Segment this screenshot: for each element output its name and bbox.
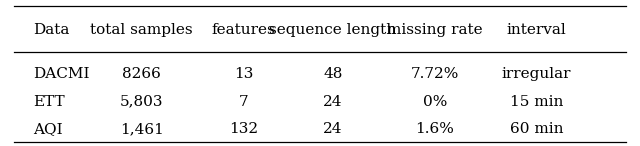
Text: 1,461: 1,461	[120, 122, 163, 136]
Text: 13: 13	[234, 67, 253, 81]
Text: 0%: 0%	[422, 95, 447, 109]
Text: 1.6%: 1.6%	[415, 122, 454, 136]
Text: 7: 7	[239, 95, 248, 109]
Text: interval: interval	[507, 23, 566, 37]
Text: 5,803: 5,803	[120, 95, 163, 109]
Text: total samples: total samples	[90, 23, 193, 37]
Text: 48: 48	[323, 67, 342, 81]
Text: features: features	[212, 23, 275, 37]
Text: 24: 24	[323, 122, 342, 136]
Text: ETT: ETT	[33, 95, 65, 109]
Text: 24: 24	[323, 95, 342, 109]
Text: irregular: irregular	[502, 67, 572, 81]
Text: 60 min: 60 min	[510, 122, 563, 136]
Text: 7.72%: 7.72%	[410, 67, 459, 81]
Text: 132: 132	[229, 122, 258, 136]
Text: Data: Data	[33, 23, 70, 37]
Text: AQI: AQI	[33, 122, 63, 136]
Text: 8266: 8266	[122, 67, 161, 81]
Text: 15 min: 15 min	[510, 95, 563, 109]
Text: sequence length: sequence length	[269, 23, 396, 37]
Text: missing rate: missing rate	[387, 23, 483, 37]
Text: DACMI: DACMI	[33, 67, 90, 81]
